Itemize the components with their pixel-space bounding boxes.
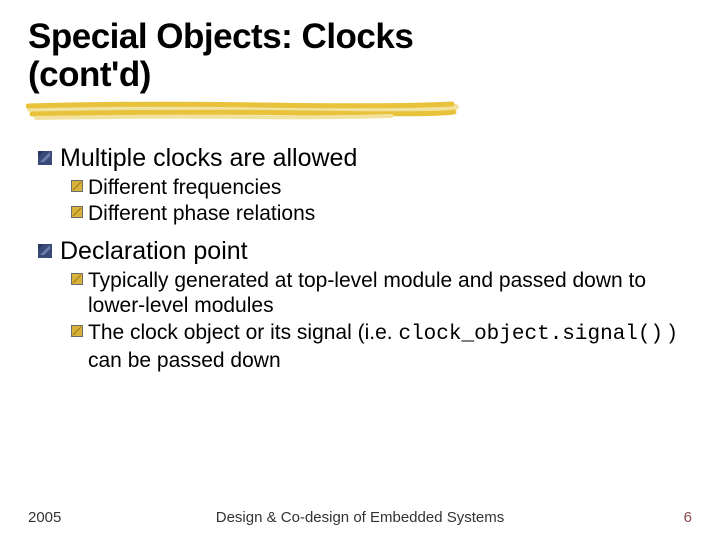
- footer-year: 2005: [28, 509, 148, 526]
- bullet-lvl1: Declaration point: [36, 237, 692, 266]
- text-run: Different frequencies: [88, 176, 281, 199]
- bullet-lvl1: Multiple clocks are allowed: [36, 144, 692, 173]
- text-run: The clock object or its signal (i.e.: [88, 321, 398, 344]
- square-bullet-icon: [70, 324, 84, 343]
- title-underline: [26, 100, 692, 122]
- bullet-lvl2-group: Different frequencies Different phase rel…: [36, 175, 692, 227]
- cube-bullet-icon: [36, 242, 54, 265]
- text-run: Different phase relations: [88, 202, 315, 225]
- square-bullet-icon: [70, 205, 84, 224]
- code-text: clock_object.signal(): [398, 323, 663, 346]
- bullet-lvl2: Different frequencies: [70, 175, 692, 201]
- bullet-lvl2: Typically generated at top-level module …: [70, 268, 692, 319]
- slide: Special Objects: Clocks (cont'd) Multipl…: [0, 0, 720, 540]
- slide-footer: 2005 Design & Co-design of Embedded Syst…: [0, 509, 720, 526]
- bullet-lvl2-group: Typically generated at top-level module …: [36, 268, 692, 373]
- square-bullet-icon: [70, 272, 84, 291]
- bullet-lvl2: Different phase relations: [70, 201, 692, 227]
- bullet-lvl2-text: Different phase relations: [88, 201, 315, 227]
- text-run: Typically generated at top-level module …: [88, 269, 646, 318]
- slide-content: Multiple clocks are allowedDifferent fre…: [28, 144, 692, 374]
- bullet-lvl1-text: Declaration point: [60, 237, 248, 266]
- cube-bullet-icon: [36, 149, 54, 172]
- title-line-2: (cont'd): [28, 56, 692, 94]
- footer-page-number: 6: [572, 509, 692, 526]
- bullet-lvl1-text: Multiple clocks are allowed: [60, 144, 357, 173]
- square-bullet-icon: [70, 179, 84, 198]
- footer-center: Design & Co-design of Embedded Systems: [148, 509, 572, 526]
- bullet-lvl2: The clock object or its signal (i.e. clo…: [70, 320, 692, 373]
- slide-title: Special Objects: Clocks (cont'd): [28, 18, 692, 94]
- bullet-lvl2-text: Different frequencies: [88, 175, 281, 201]
- bullet-lvl2-text: The clock object or its signal (i.e. clo…: [88, 320, 692, 373]
- title-line-1: Special Objects: Clocks: [28, 18, 692, 56]
- bullet-lvl2-text: Typically generated at top-level module …: [88, 268, 692, 319]
